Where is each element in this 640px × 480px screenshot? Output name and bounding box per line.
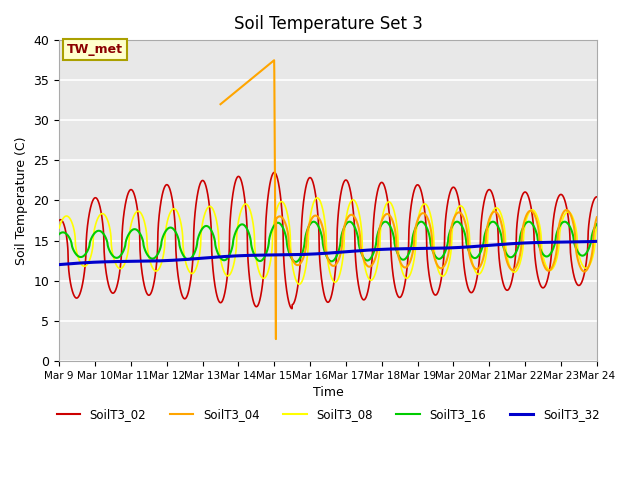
Text: TW_met: TW_met <box>67 43 124 56</box>
Title: Soil Temperature Set 3: Soil Temperature Set 3 <box>234 15 422 33</box>
Y-axis label: Soil Temperature (C): Soil Temperature (C) <box>15 136 28 264</box>
Legend: SoilT3_02, SoilT3_04, SoilT3_08, SoilT3_16, SoilT3_32: SoilT3_02, SoilT3_04, SoilT3_08, SoilT3_… <box>52 403 604 425</box>
X-axis label: Time: Time <box>312 386 344 399</box>
